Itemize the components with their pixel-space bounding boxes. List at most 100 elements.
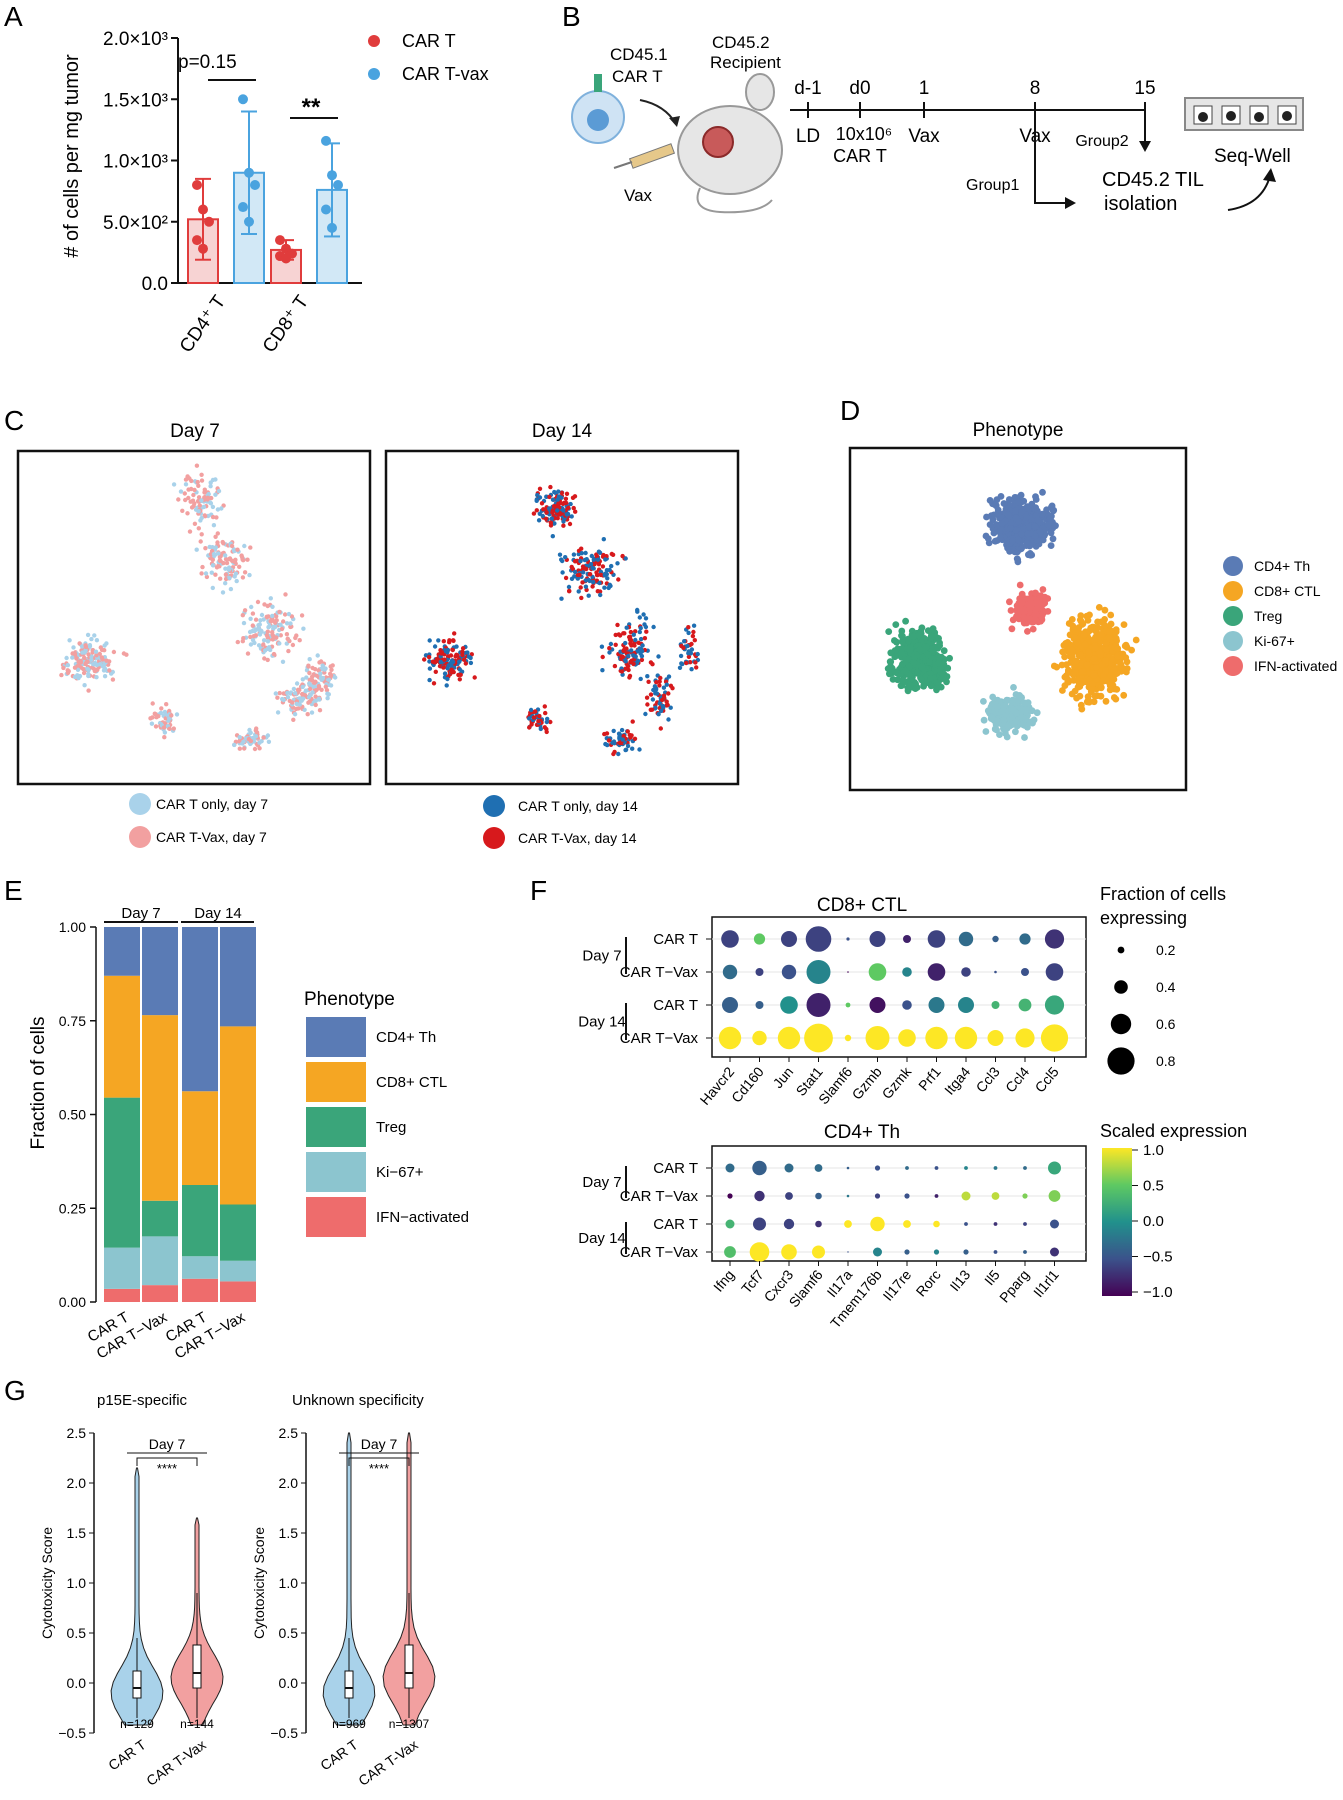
umap-day7-point [111,649,117,655]
umap-day14-point [621,733,626,739]
panel-f-dot [806,993,831,1017]
umap-day14-point [468,660,474,666]
umap-phenotype-point [1021,734,1028,741]
panel-g-xtick-label: CAR T [317,1736,361,1773]
panel-f-gene-label: Ccl5 [1032,1063,1062,1095]
umap-day14-point [605,576,610,581]
umap-day14-point [458,672,463,677]
umap-phenotype-point [929,647,937,654]
umap-day14-point [605,742,610,748]
umap-phenotype-point [1047,542,1055,549]
umap-day7-point [204,574,210,580]
panel-f-dot [961,967,971,977]
umap-day7-point [83,648,88,653]
umap-phenotype-point [1009,537,1016,545]
umap-phenotype-point [1010,684,1017,691]
panel-f-dot [846,1166,850,1170]
umap-day7-point [74,656,79,661]
panel-e-ytick-label: 0.00 [59,1294,86,1310]
umap-day14-point [633,637,638,643]
umap-day7-point [79,644,85,649]
umap-day7-point [185,511,190,516]
umap-day14-point [564,512,569,517]
panel-g-ylabel: Cytotoxicity Score [39,1527,55,1639]
umap-day14-point [563,500,569,506]
size-legend-dot [1114,980,1128,994]
umap-day14-point [666,674,672,679]
umap-phenotype-point [1064,676,1072,683]
panel-f-dot [727,1193,733,1199]
panel-f-dot [874,1165,881,1171]
panel-f-dot [904,1249,910,1255]
umap-phenotype-point [1023,706,1030,714]
umap-day7-point [284,632,290,637]
umap-day14-point [579,595,584,601]
umap-day14-point [544,719,549,725]
umap-day14-point [635,609,640,614]
umap-day14-point [685,643,690,649]
phenotype-legend-swatch [1223,656,1243,676]
umap-phenotype-point [1000,716,1008,724]
umap-day14-point [584,566,589,572]
umap-day7-point [77,641,82,646]
panel-f-dot [752,1030,767,1046]
umap-day7-point [320,675,326,681]
panel-f-dot [1018,998,1032,1012]
umap-day7-point [266,739,272,744]
panel-g-n-label: n=1307 [389,1717,430,1731]
umap-day7-point [95,667,100,672]
umap-phenotype-point [1014,696,1022,704]
umap-day7-point [309,710,315,715]
panel-g-ytick-label: 1.0 [67,1575,87,1591]
umap-phenotype-point [986,521,994,528]
panel-f-gene-label: Havcr2 [697,1063,738,1107]
umap-day14-point [658,726,663,731]
umap-phenotype-point [1014,556,1022,564]
umap-day7-point [229,558,235,563]
umap-day7-point [235,639,240,645]
panel-f-dot [722,997,738,1013]
umap-day14-point [661,705,666,710]
panel-f-dot [1023,1166,1027,1170]
panel-f-day14-label: Day 14 [578,1230,626,1247]
umap-phenotype-point [928,632,936,640]
umap-day14-point [556,489,561,494]
umap-phenotype-point [1114,652,1121,660]
panel-f-dot [874,1193,881,1199]
umap-phenotype-point [993,496,1001,504]
umap-day14-point [681,645,686,650]
umap-day7-point [328,683,334,688]
umap-day7-point [218,558,223,564]
umap-day7-point [82,655,87,660]
umap-phenotype-point [946,654,953,662]
umap-day7-point [323,684,328,689]
umap-day7-point [241,739,246,744]
panel-a-point [281,253,291,264]
umap-day7-point [320,663,325,668]
panel-f-dot [1050,1247,1059,1257]
panel-f-dot [1040,1024,1069,1052]
umap-phenotype-point [1102,667,1109,675]
umap-day14-point [643,616,649,621]
umap-day7-point [206,491,211,497]
umap-phenotype-point [1102,646,1110,653]
umap-phenotype-point [1038,612,1046,620]
umap-day7-point [247,572,252,578]
umap-day14-point [595,557,601,562]
umap-day7-point [93,649,99,654]
umap-day7-point [316,684,322,689]
umap-phenotype-point [1081,640,1089,648]
umap-day14-point [580,580,585,585]
panel-g-n-label: n=144 [180,1717,214,1731]
umap-day14-point [653,691,658,696]
umap-day14-point [528,707,534,713]
umap-phenotype-point [912,685,919,692]
panel-e-group-day7: Day 7 [121,905,160,922]
umap-day7-point [166,716,172,721]
panel-g-ytick-label: 0.5 [279,1625,299,1641]
umap-day7-point [203,571,209,576]
umap-phenotype-point [1018,530,1025,538]
phenotype-legend-swatch [1223,631,1243,651]
panel-f-dot [1048,1161,1061,1175]
umap-day14-point [603,557,608,562]
